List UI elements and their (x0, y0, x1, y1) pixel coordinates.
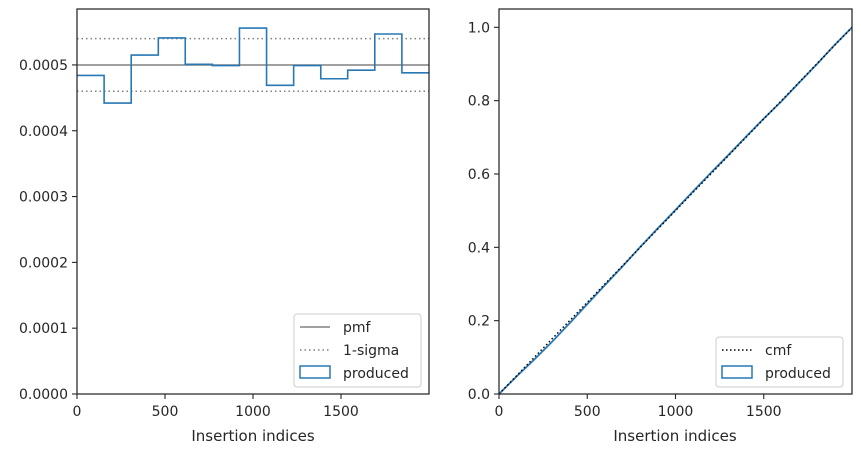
produced-histogram-bin (104, 103, 131, 394)
cmf-line (498, 26, 853, 395)
right-y-tick-label: 1.0 (468, 20, 490, 36)
legend-label-produced-right: produced (765, 366, 831, 382)
left-x-tick-label: 1000 (235, 404, 271, 420)
left-x-axis-label: Insertion indices (191, 427, 314, 445)
right-ticks: 0 500 1000 1500 0.0 0.2 0.4 0.6 0.8 1.0 (468, 20, 782, 420)
left-y-tick-label: 0.0002 (19, 255, 68, 271)
legend-label-1-sigma: 1-sigma (343, 343, 399, 359)
right-y-tick-label: 0.4 (468, 240, 490, 256)
legend-label-pmf: pmf (343, 320, 372, 336)
left-x-tick-label: 500 (152, 404, 179, 420)
left-legend: pmf 1-sigma produced (293, 313, 422, 388)
produced-histogram-bin (77, 75, 104, 394)
produced-histogram-bin (212, 66, 239, 394)
right-x-tick-label: 1500 (746, 404, 782, 420)
right-x-tick-label: 500 (574, 404, 601, 420)
left-y-tick-label: 0.0004 (19, 124, 68, 140)
pmf-histogram-panel: 0 500 1000 1500 0.0000 0.0001 0.0002 0.0003 0.00… (19, 8, 430, 445)
produced-histogram-bin (158, 38, 185, 394)
legend-swatch-produced-right (721, 365, 753, 379)
left-ticks: 0 500 1000 1500 0.0000 0.0001 0.0002 0.0003 0.00… (19, 58, 359, 420)
produced-histogram-bin (267, 85, 294, 394)
left-x-tick-label: 0 (73, 404, 82, 420)
left-y-tick-label: 0.0001 (19, 321, 68, 337)
left-x-tick-label: 1500 (323, 404, 359, 420)
right-legend: cmf produced (715, 336, 844, 388)
right-x-axis-label: Insertion indices (613, 427, 736, 445)
produced-histogram-bin (131, 55, 158, 394)
right-y-tick-label: 0.6 (468, 167, 490, 183)
left-y-tick-label: 0.0000 (19, 387, 68, 403)
left-plot-area (77, 27, 429, 394)
left-legend-box (293, 313, 422, 388)
right-y-tick-label: 0.0 (468, 387, 490, 403)
produced-histogram-bin (239, 28, 266, 394)
left-y-tick-label: 0.0005 (19, 58, 68, 74)
cmf-panel: 0 500 1000 1500 0.0 0.2 0.4 0.6 0.8 1.0 Insertion… (468, 8, 853, 445)
right-x-tick-label: 0 (495, 404, 504, 420)
left-y-tick-label: 0.0003 (19, 190, 68, 206)
produced-histogram-step (77, 27, 429, 104)
right-y-tick-label: 0.8 (468, 94, 490, 110)
produced-histogram-bin (185, 64, 212, 394)
legend-label-cmf: cmf (765, 343, 792, 359)
legend-label-produced: produced (343, 366, 409, 382)
legend-swatch-produced (299, 365, 331, 379)
right-legend-box (715, 336, 844, 388)
right-x-tick-label: 1000 (658, 404, 694, 420)
right-axes-frame (498, 8, 853, 395)
right-y-tick-label: 0.2 (468, 314, 490, 330)
